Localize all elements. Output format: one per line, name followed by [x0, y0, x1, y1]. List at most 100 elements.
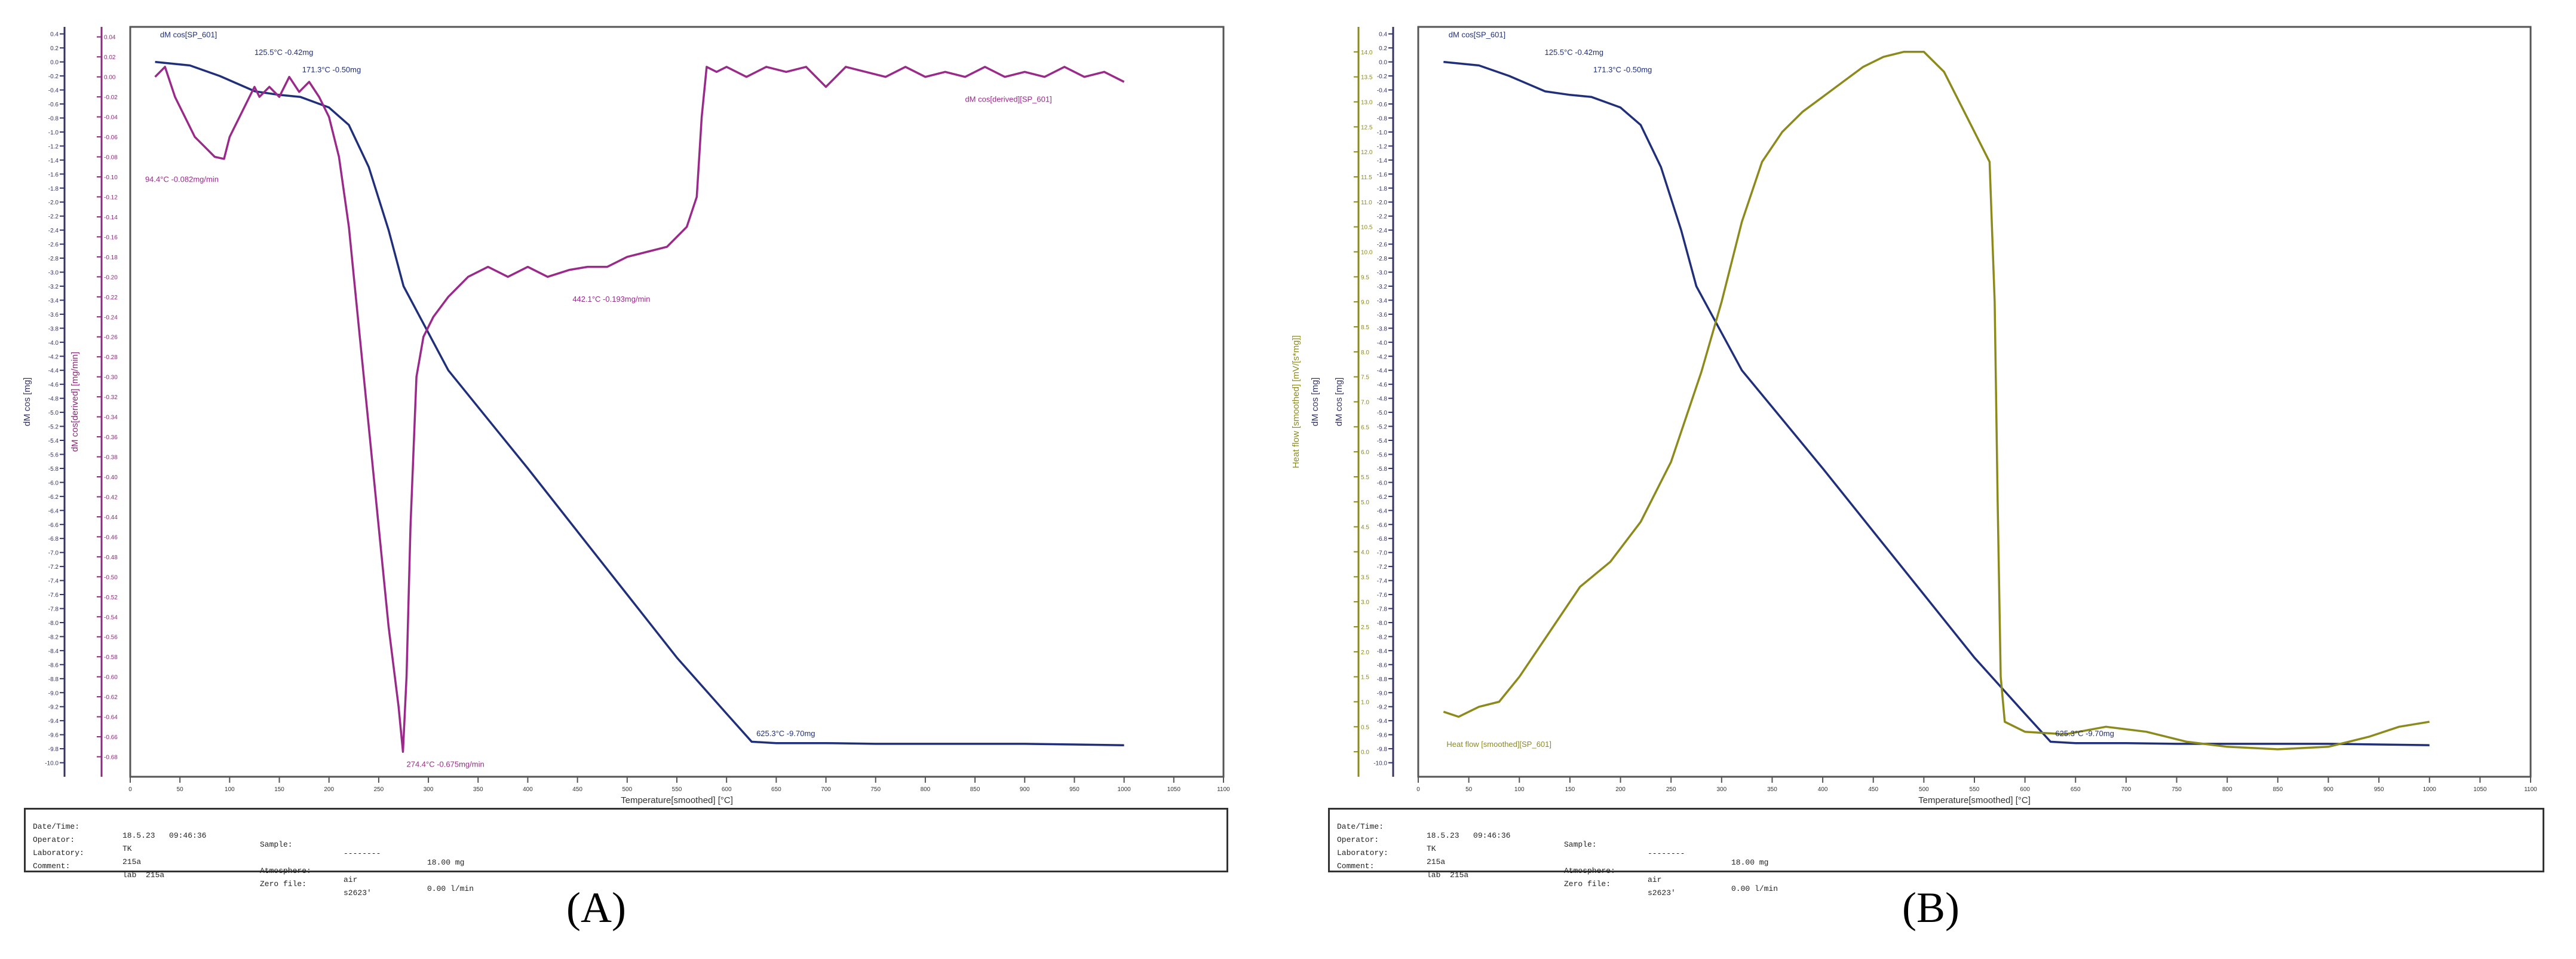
- x-tick-label: 600: [722, 786, 732, 793]
- y-tick-label: 0.0: [1379, 60, 1387, 66]
- x-tick-label: 1000: [2423, 786, 2437, 793]
- y2-tick-label: 5.0: [1361, 500, 1369, 506]
- y-tick-label: -1.4: [48, 158, 59, 164]
- info-label: Comment:: [33, 862, 70, 871]
- x-tick-label: 600: [2020, 786, 2030, 793]
- x-tick-label: 900: [1020, 786, 1030, 793]
- y2-tick-label: -0.50: [104, 574, 118, 581]
- y-tick-label: -0.6: [1377, 102, 1388, 108]
- y2-tick-label: 2.0: [1361, 649, 1369, 656]
- y2-tick-label: 8.5: [1361, 324, 1369, 331]
- y-tick-label: -8.0: [48, 620, 59, 627]
- x-tick-label: 300: [1716, 786, 1726, 793]
- y-tick-label: -1.2: [1377, 143, 1388, 150]
- y2-tick-label: -0.08: [104, 155, 118, 161]
- x-tick-label: 50: [1465, 786, 1473, 793]
- y-axis-label: dM cos [mg]: [22, 378, 32, 427]
- y-tick-label: -3.4: [1377, 298, 1388, 304]
- y2-tick-label: 11.5: [1361, 174, 1372, 181]
- panel-b: 0.4 0.2 0.0 -0.2 -0.4 -0.6 -0.8 -1.0 -1.2 -1.4 -1.…: [1288, 0, 2576, 959]
- y-tick-label: -7.6: [1377, 592, 1388, 599]
- y-tick-label: -5.0: [1377, 410, 1388, 416]
- x-axis: 0 50 100 150 200 250 300 350 400 450 500 550 600 650 7…: [128, 777, 1230, 805]
- panel-a: 0.4 0.2 0.0 -0.2 -0.4 -0.6 -0.8 -1.0 -1.2 -1.4 -1.…: [22, 26, 1230, 932]
- y2-tick-label: 1.0: [1361, 700, 1369, 706]
- y-tick-label: -3.0: [48, 270, 59, 277]
- y-tick-label: -6.6: [1377, 522, 1388, 529]
- info-label: Comment:: [1337, 862, 1375, 871]
- y-axis-label-inner: dM cos [mg]: [1334, 378, 1344, 427]
- y2-tick-label: -0.36: [104, 434, 118, 441]
- x-tick-label: 150: [274, 786, 284, 793]
- x-tick-label: 350: [473, 786, 483, 793]
- y-tick-label: -9.4: [48, 718, 59, 725]
- x-tick-label: 150: [1565, 786, 1575, 793]
- y2-tick-label: 1.5: [1361, 675, 1369, 681]
- y-tick-label: -1.0: [48, 130, 59, 136]
- y-tick-label: -4.2: [48, 354, 59, 360]
- chart-b: 0.4 0.2 0.0 -0.2 -0.4 -0.6 -0.8 -1.0 -1.2 -1.4 -1.…: [1291, 26, 2537, 805]
- info-row-comment: Comment: lab 215a Zero file: s2623': [33, 853, 372, 897]
- y-tick-label: -1.8: [48, 186, 59, 192]
- y-tick-label: -7.8: [48, 606, 59, 613]
- annotation-label: dM cos[SP_601]: [160, 30, 217, 39]
- y-tick-label: 0.0: [50, 60, 59, 66]
- x-tick-label: 750: [870, 786, 881, 793]
- info-value: 0.00 l/min: [1731, 884, 1778, 893]
- info-value: --------: [344, 849, 381, 858]
- y2-tick-label: 0.5: [1361, 724, 1369, 731]
- y-tick-label: -2.6: [1377, 242, 1388, 249]
- info-value: 18.5.23 09:46:36: [122, 831, 207, 840]
- x-tick-label: 850: [2273, 786, 2283, 793]
- y-tick-label: -7.6: [48, 592, 59, 599]
- y-tick-label: -9.4: [1377, 718, 1388, 725]
- annotation-label: dM cos[derived][SP_601]: [965, 95, 1051, 104]
- x-tick-label: 1050: [1167, 786, 1181, 793]
- y2-tick-label: 0.02: [104, 54, 116, 61]
- annotation-label: 171.3°C -0.50mg: [1593, 65, 1652, 74]
- series-line: [155, 60, 1124, 746]
- x-tick-label: 50: [177, 786, 184, 793]
- x-tick-label: 400: [523, 786, 533, 793]
- y-tick-label: -3.6: [48, 312, 59, 318]
- y2-tick-label: -0.38: [104, 455, 118, 461]
- y-tick-label: 0.2: [1379, 45, 1387, 52]
- y-tick-label: -0.8: [1377, 115, 1388, 122]
- x-tick-label: 700: [821, 786, 831, 793]
- y-tick-label: -1.2: [48, 143, 59, 150]
- y-tick-label: -7.2: [1377, 564, 1388, 571]
- x-tick-label: 100: [1514, 786, 1525, 793]
- y2-tick-label: 6.0: [1361, 449, 1369, 456]
- x-tick-label: 850: [970, 786, 980, 793]
- y2-tick-label: 4.5: [1361, 525, 1369, 531]
- y2-tick-label: -0.62: [104, 694, 118, 701]
- info-row-datetime: Date/Time: 18.5.23 09:46:36 Sample: ----…: [1337, 813, 1768, 867]
- y2-tick-label: -0.46: [104, 534, 118, 541]
- info-row-operator: Operator: TK: [33, 826, 132, 853]
- y-tick-label: -5.6: [1377, 452, 1388, 458]
- y-tick-label: -10.0: [45, 761, 59, 767]
- y2-tick-label: -0.10: [104, 174, 118, 181]
- info-value: lab 215a: [122, 871, 165, 880]
- y2-tick-label: 12.0: [1361, 149, 1373, 156]
- info-value: 215a: [1427, 857, 1446, 866]
- annotation-label: 274.4°C -0.675mg/min: [406, 759, 484, 768]
- y2-tick-label: 4.0: [1361, 550, 1369, 556]
- y2-axis-label: Heat flow [smoothed] [mV/[s*mg]]: [1291, 335, 1301, 468]
- info-label: Laboratory:: [1337, 848, 1388, 857]
- plot-frame: [129, 26, 1225, 778]
- y-tick-label: -0.6: [48, 102, 59, 108]
- info-label: Date/Time:: [33, 822, 80, 831]
- info-panel-a: Date/Time: 18.5.23 09:46:36 Sample: ----…: [24, 808, 1228, 897]
- y-tick-label: -7.2: [48, 564, 59, 571]
- y-tick-label: -8.0: [1377, 620, 1388, 627]
- y-tick-label: -3.8: [48, 326, 59, 332]
- x-axis-label: Temperature[smoothed] [°C]: [621, 795, 733, 805]
- info-label: Laboratory:: [33, 848, 84, 857]
- info-label: Atmosphere:: [260, 866, 311, 875]
- y2-tick-label: 10.5: [1361, 225, 1373, 231]
- y2-tick-label: 14.0: [1361, 50, 1373, 56]
- y-tick-label: -7.4: [1377, 578, 1388, 585]
- y-tick-label: -0.8: [48, 115, 59, 122]
- info-value: s2623': [344, 888, 372, 897]
